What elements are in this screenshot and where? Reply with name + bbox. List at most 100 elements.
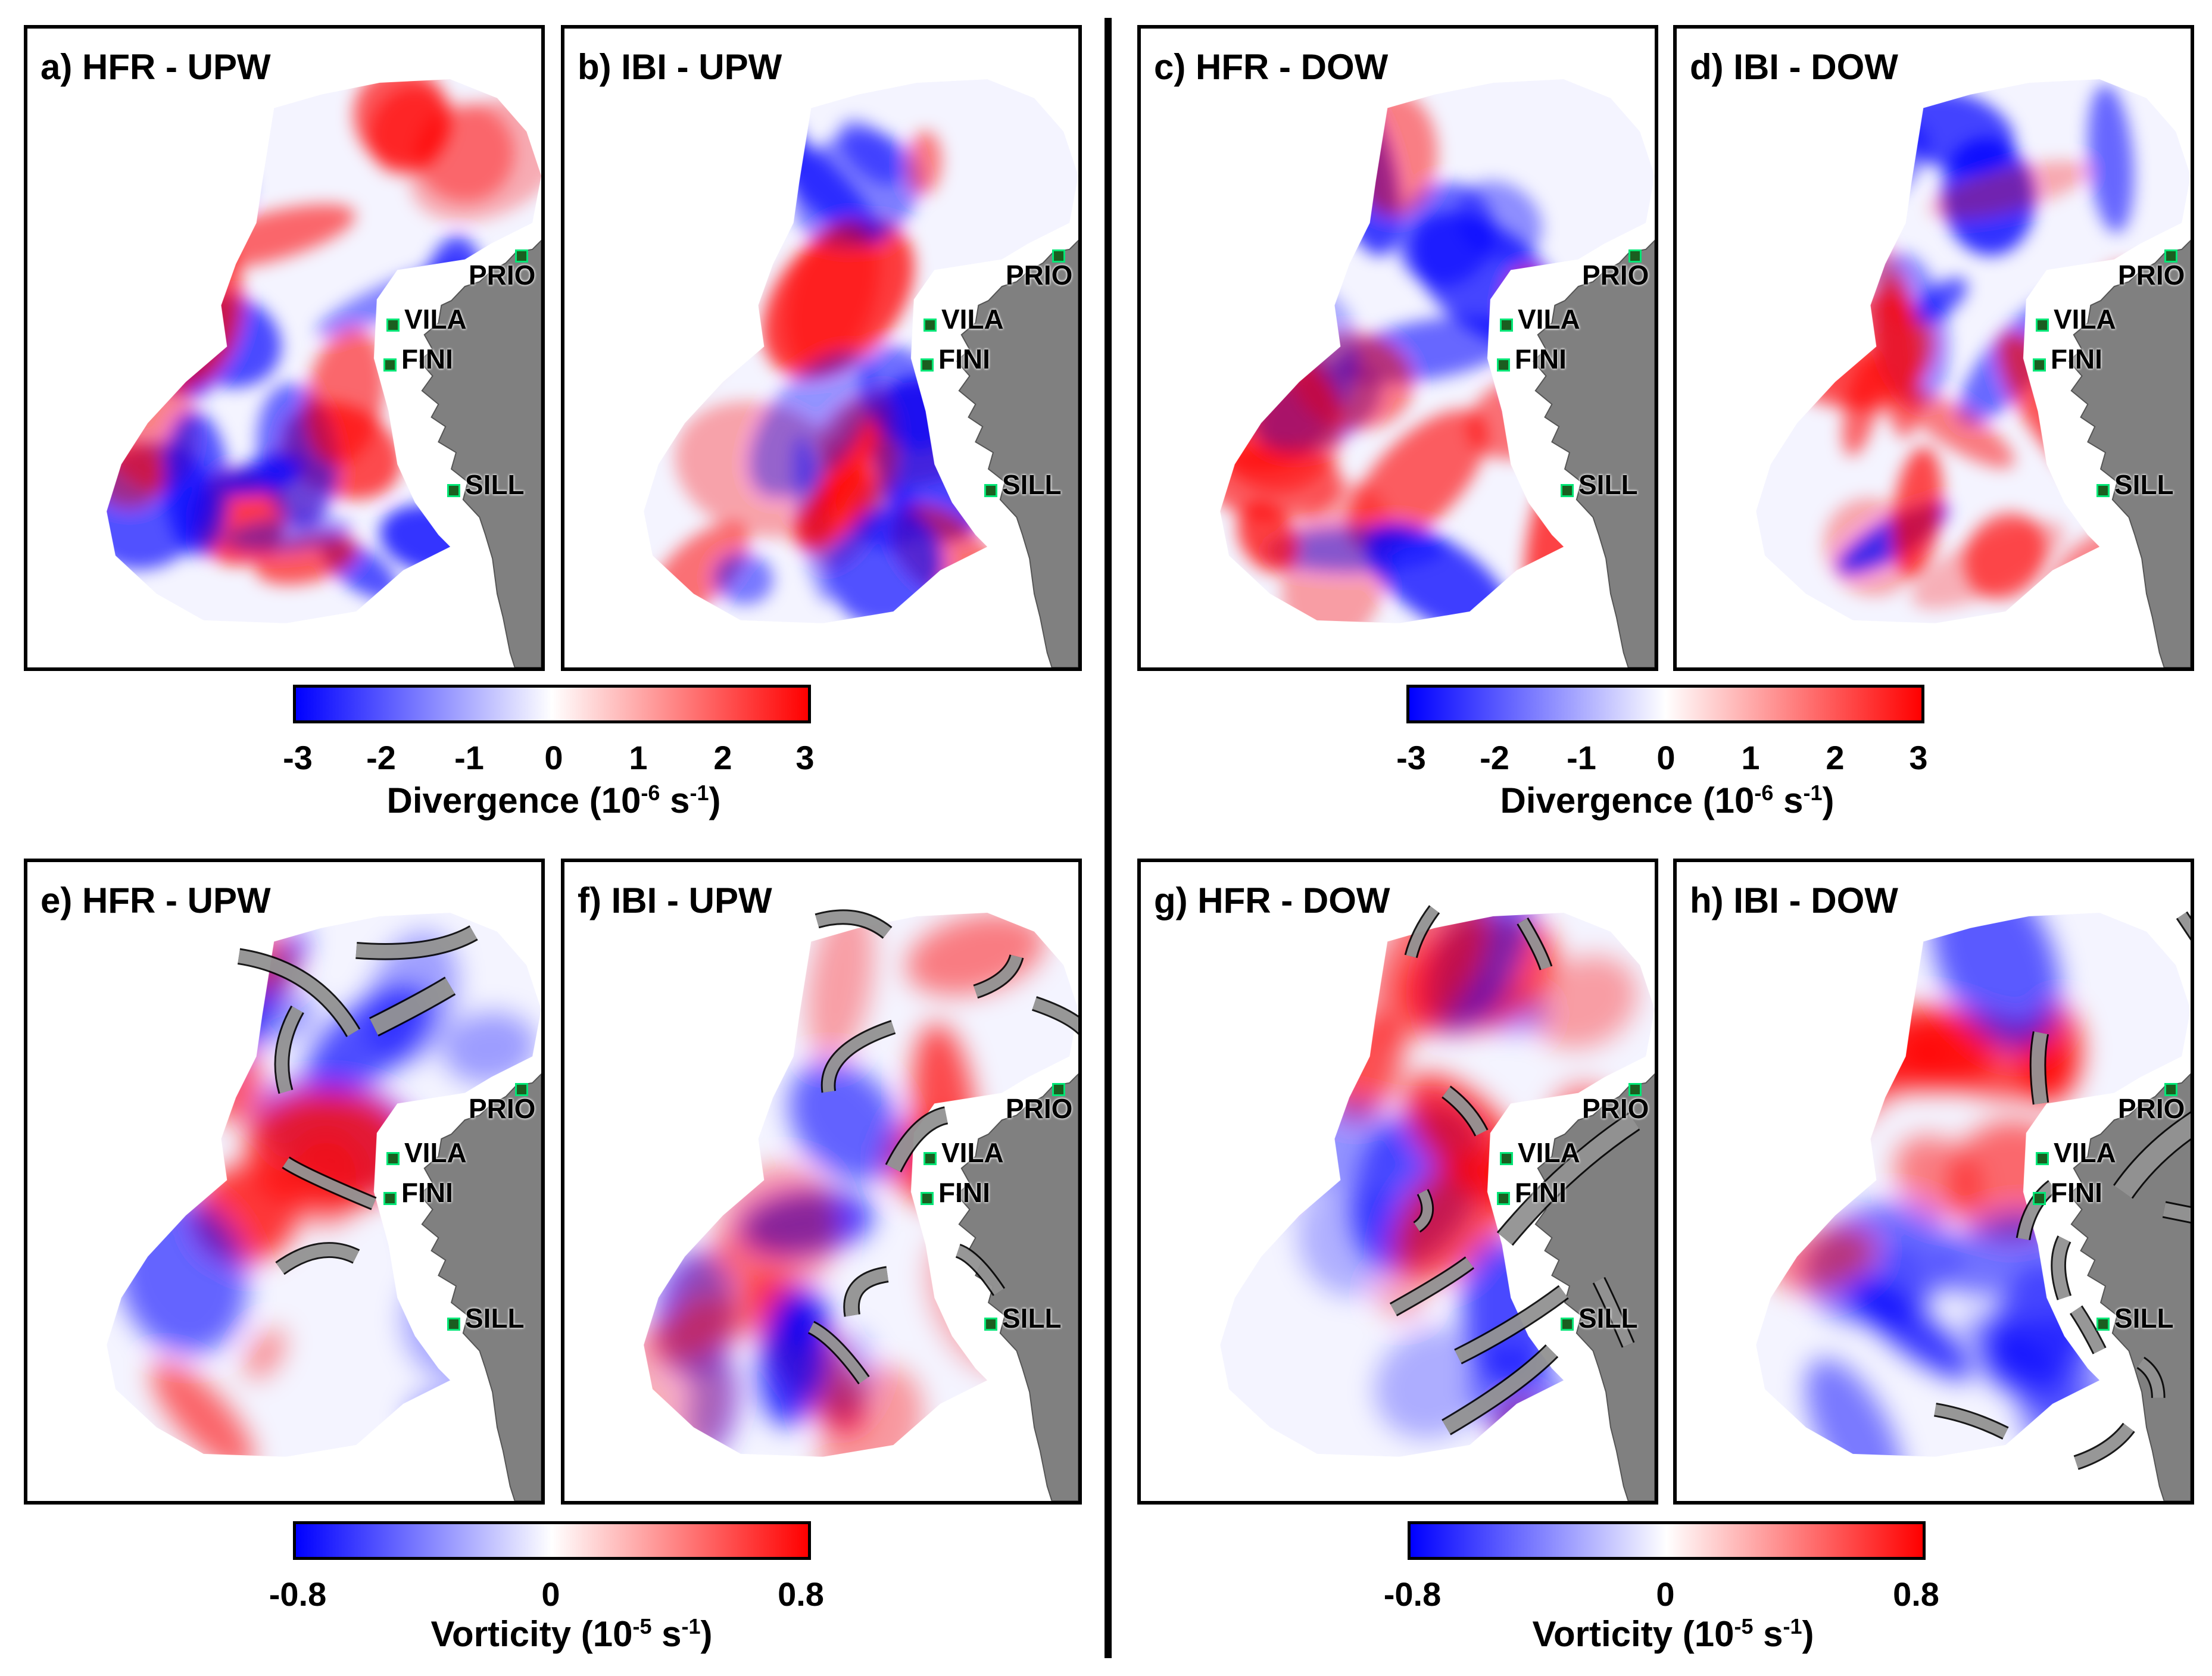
station-square-icon bbox=[1500, 1152, 1513, 1165]
negative-anomaly bbox=[1914, 277, 1968, 323]
negative-anomaly bbox=[1805, 1358, 1905, 1457]
negative-anomaly bbox=[1224, 1033, 1299, 1215]
station-square-icon bbox=[924, 1152, 937, 1165]
circulation-arrows bbox=[1933, 911, 2191, 1470]
field-map bbox=[644, 79, 1078, 623]
coastline-land bbox=[956, 239, 1078, 667]
positive-anomaly bbox=[644, 938, 771, 982]
circulation-arrow-fill bbox=[276, 1244, 359, 1274]
circulation-arrow-fill bbox=[1406, 906, 1439, 958]
station-label: PRIO bbox=[1582, 1093, 1649, 1124]
circulation-arrow-fill bbox=[1390, 1257, 1474, 1315]
station-label: VILA bbox=[941, 1137, 1004, 1168]
negative-anomaly bbox=[224, 516, 352, 552]
circulation-arrow-fill bbox=[1594, 1278, 1633, 1347]
tick-label: -1 bbox=[1567, 739, 1596, 776]
station-label: SILL bbox=[1578, 469, 1638, 500]
station-label: PRIO bbox=[469, 1093, 536, 1124]
station-label: VILA bbox=[941, 304, 1004, 335]
station-label: SILL bbox=[2114, 469, 2174, 500]
station-square-icon bbox=[2096, 484, 2110, 497]
station-label: FINI bbox=[938, 1177, 990, 1208]
station-label: PRIO bbox=[2118, 260, 2185, 291]
station-label: FINI bbox=[2051, 1177, 2102, 1208]
tick-label: 0 bbox=[1656, 1575, 1675, 1613]
station-label: PRIO bbox=[1006, 1093, 1073, 1124]
negative-anomaly bbox=[1220, 990, 1303, 1135]
negative-anomaly bbox=[1396, 182, 1495, 286]
station-square-icon bbox=[386, 319, 400, 332]
negative-anomaly bbox=[171, 126, 252, 211]
station-label: VILA bbox=[2054, 304, 2116, 335]
colorbar-label: Vorticity (10-5 s-1) bbox=[430, 1614, 713, 1654]
positive-anomaly bbox=[1930, 161, 2091, 219]
negative-anomaly bbox=[788, 1061, 903, 1182]
negative-anomaly bbox=[838, 120, 903, 185]
tick-label: 1 bbox=[1741, 739, 1760, 776]
station-label: SILL bbox=[2114, 1303, 2174, 1334]
station-label: VILA bbox=[2054, 1137, 2116, 1168]
tick-label: -1 bbox=[454, 739, 484, 776]
station-square-icon bbox=[984, 484, 997, 497]
tick-label: -2 bbox=[1480, 739, 1509, 776]
positive-anomaly bbox=[151, 1361, 254, 1457]
station-square-icon bbox=[383, 1192, 397, 1205]
circulation-arrow-fill bbox=[956, 1245, 1004, 1296]
circulation-arrow-fill bbox=[2114, 1113, 2191, 1198]
tick-label: 0.8 bbox=[778, 1575, 824, 1613]
circulation-arrow-fill bbox=[355, 926, 478, 959]
negative-anomaly bbox=[1756, 318, 1791, 361]
circulation-arrow-fill bbox=[2017, 1181, 2057, 1240]
tick-label: -0.8 bbox=[1383, 1575, 1442, 1613]
circulation-arrow-fill bbox=[1442, 1346, 1558, 1434]
panel-title: b) IBI - UPW bbox=[578, 47, 782, 87]
tick-label: 3 bbox=[1909, 739, 1928, 776]
circulation-arrow-fill bbox=[2177, 912, 2191, 938]
positive-anomaly bbox=[906, 130, 942, 195]
positive-anomaly bbox=[1964, 513, 2046, 600]
circulation-arrow-fill bbox=[822, 1021, 896, 1093]
circulation-arrow-fill bbox=[276, 1006, 303, 1094]
tick-label: -2 bbox=[366, 739, 396, 776]
panel-e-hfr-upw-vorticity: e) HFR - UPW PRIO VILA FINI SILL bbox=[24, 859, 545, 1505]
tick-label: 0 bbox=[541, 1575, 560, 1613]
station-square-icon bbox=[1052, 1083, 1065, 1096]
tick-label: 3 bbox=[795, 739, 815, 776]
circulation-arrow-fill bbox=[2071, 1306, 2105, 1354]
negative-anomaly bbox=[1220, 168, 1354, 243]
panel-h-ibi-dow-vorticity: h) IBI - DOW PRIO VILA FINI SILL bbox=[1673, 859, 2194, 1505]
panel-title: h) IBI - DOW bbox=[1690, 881, 1898, 920]
circulation-arrow-fill bbox=[2031, 1031, 2048, 1105]
circulation-arrow-fill bbox=[815, 911, 891, 938]
station-square-icon bbox=[924, 319, 937, 332]
station-label: PRIO bbox=[469, 260, 536, 291]
circulation-arrow-fill bbox=[2163, 1203, 2191, 1222]
station-square-icon bbox=[447, 484, 460, 497]
positive-anomaly bbox=[244, 1328, 286, 1379]
station-square-icon bbox=[2033, 358, 2046, 372]
panel-b-ibi-upw-divergence: b) IBI - UPW PRIO VILA FINI SILL bbox=[561, 25, 1082, 671]
positive-anomaly bbox=[1782, 984, 1859, 1040]
panel-title: f) IBI - UPW bbox=[578, 881, 772, 920]
station-label: VILA bbox=[404, 1137, 467, 1168]
coastline-land bbox=[1532, 239, 1655, 667]
station-square-icon bbox=[2164, 1083, 2177, 1096]
positive-anomaly bbox=[1531, 956, 1637, 1049]
tick-label: 0.8 bbox=[1893, 1575, 1939, 1613]
positive-anomaly bbox=[1894, 1135, 1980, 1218]
circulation-arrow-fill bbox=[1032, 997, 1078, 1033]
panel-title: e) HFR - UPW bbox=[40, 881, 271, 920]
station-label: VILA bbox=[404, 304, 467, 335]
tick-label: -3 bbox=[283, 739, 313, 776]
tick-label: -3 bbox=[1396, 739, 1426, 776]
station-label: FINI bbox=[938, 344, 990, 374]
station-square-icon bbox=[515, 1083, 528, 1096]
negative-anomaly bbox=[1817, 232, 1876, 279]
negative-anomaly bbox=[222, 455, 303, 496]
tick-label: 0 bbox=[1656, 739, 1676, 776]
station-square-icon bbox=[515, 249, 528, 263]
station-label: FINI bbox=[1515, 344, 1567, 374]
circulation-arrow-fill bbox=[809, 1322, 869, 1384]
station-square-icon bbox=[1561, 484, 1574, 497]
positive-anomaly bbox=[1225, 104, 1331, 216]
